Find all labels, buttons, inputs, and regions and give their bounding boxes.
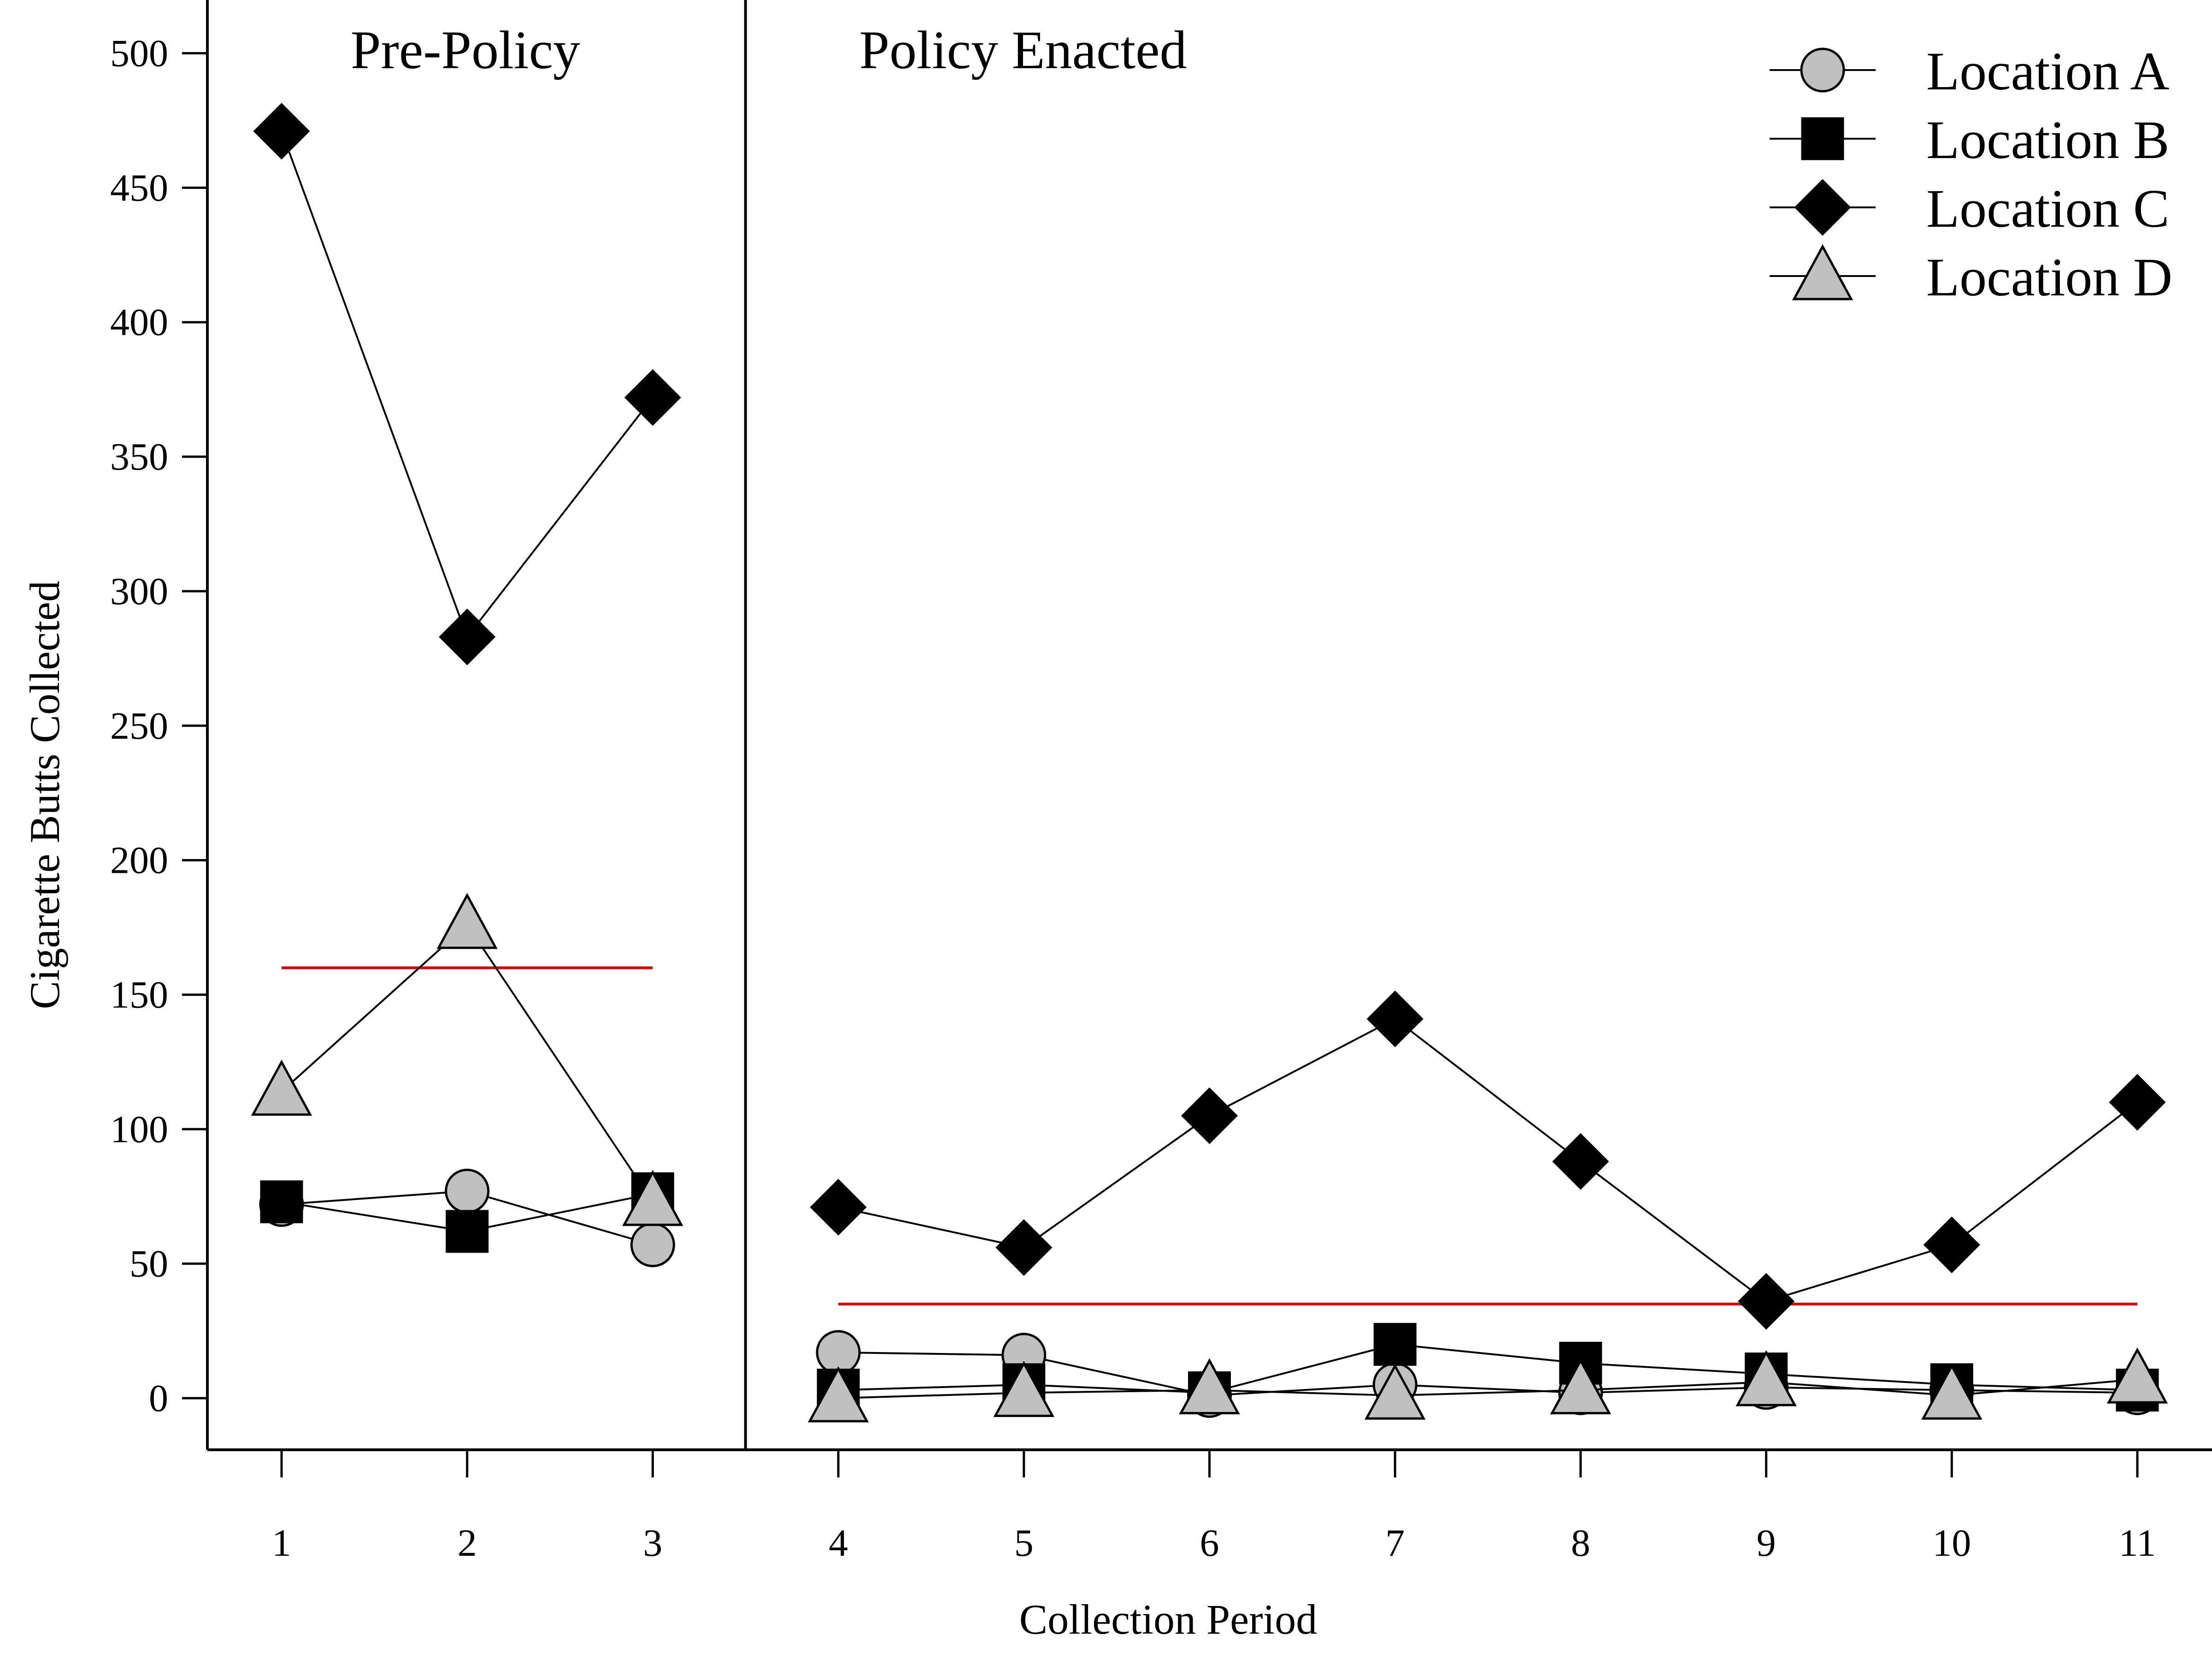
data-point xyxy=(439,608,496,665)
data-point xyxy=(1921,1363,1983,1420)
x-tick-label: 5 xyxy=(1014,1522,1034,1565)
y-tick-label: 500 xyxy=(110,32,168,75)
legend-label: Location C xyxy=(1926,178,2170,239)
data-point xyxy=(1738,1273,1795,1330)
y-tick-label: 450 xyxy=(110,166,168,209)
legend-item: Location A xyxy=(1770,41,2170,101)
data-point xyxy=(810,1179,867,1236)
data-point xyxy=(995,1219,1053,1276)
y-tick-label: 50 xyxy=(129,1242,168,1285)
data-point xyxy=(1923,1216,1980,1273)
legend-label: Location D xyxy=(1926,247,2172,307)
series xyxy=(251,103,2168,1423)
legend-item: Location C xyxy=(1770,178,2170,239)
series-line xyxy=(838,1378,2138,1399)
data-point xyxy=(445,1169,490,1214)
data-point xyxy=(2109,1074,2166,1131)
x-axis-title: Collection Period xyxy=(1019,1596,1317,1643)
y-tick-label: 400 xyxy=(110,301,168,344)
legend-marker xyxy=(1794,179,1851,236)
data-point xyxy=(436,893,498,949)
data-point xyxy=(993,1361,1055,1417)
x-tick-label: 6 xyxy=(1200,1522,1219,1565)
axes: 0 50 100 150 200 250 300 350 400 450 500 1 2 3 4 5 6 7 8 9 1… xyxy=(21,0,2212,1643)
data-point xyxy=(630,1222,675,1267)
phase-label: Policy Enacted xyxy=(859,20,1187,80)
y-tick-label: 300 xyxy=(110,570,168,613)
legend-item: Location D xyxy=(1770,244,2172,307)
data-point xyxy=(2106,1347,2168,1404)
series-location-d xyxy=(251,893,2168,1423)
data-point xyxy=(1735,1350,1797,1406)
legend-item: Location B xyxy=(1770,110,2170,170)
legend-marker xyxy=(1792,244,1853,300)
data-point xyxy=(1181,1087,1238,1144)
data-point xyxy=(624,369,681,426)
data-point xyxy=(807,1366,869,1423)
x-tick-label: 3 xyxy=(643,1522,662,1565)
x-tick-label: 11 xyxy=(2119,1522,2156,1565)
y-axis-title: Cigarette Butts Collected xyxy=(21,581,68,1009)
y-tick-label: 150 xyxy=(110,973,168,1016)
legend-marker xyxy=(1801,117,1844,160)
series-line xyxy=(838,1343,2138,1394)
x-tick-label: 9 xyxy=(1757,1522,1776,1565)
legend-marker xyxy=(1800,47,1845,93)
data-point xyxy=(446,1210,489,1253)
y-tick-label: 250 xyxy=(110,705,168,747)
series-line xyxy=(838,1018,2138,1303)
legend-label: Location A xyxy=(1926,41,2170,101)
data-point xyxy=(253,103,310,160)
y-tick-label: 0 xyxy=(149,1377,168,1420)
series-line xyxy=(838,1351,2138,1397)
legend: Location A Location B Location C Location D xyxy=(1770,41,2172,307)
y-tick-label: 100 xyxy=(110,1108,168,1151)
x-tick-label: 8 xyxy=(1571,1522,1590,1565)
data-point xyxy=(1373,1323,1417,1366)
data-point xyxy=(622,1170,683,1226)
x-tick-label: 4 xyxy=(829,1522,848,1565)
data-point xyxy=(1364,1363,1426,1420)
x-tick-label: 10 xyxy=(1932,1522,1971,1565)
series-location-c xyxy=(253,103,2166,1330)
x-tick-label: 2 xyxy=(458,1522,477,1565)
y-tick-label: 200 xyxy=(110,839,168,882)
y-tick-label: 350 xyxy=(110,435,168,478)
series-line xyxy=(281,131,653,639)
x-tick-label: 7 xyxy=(1385,1522,1405,1565)
data-point xyxy=(1550,1358,1612,1414)
mean-lines xyxy=(282,966,2137,1306)
data-point xyxy=(260,1180,303,1224)
legend-label: Location B xyxy=(1926,110,2170,170)
data-point xyxy=(1552,1133,1609,1190)
data-point xyxy=(251,1059,312,1116)
series-line xyxy=(281,923,654,1203)
x-tick-label: 1 xyxy=(272,1522,291,1565)
data-point xyxy=(1366,990,1424,1047)
phase-label: Pre-Policy xyxy=(351,20,580,80)
data-point xyxy=(1179,1358,1240,1414)
